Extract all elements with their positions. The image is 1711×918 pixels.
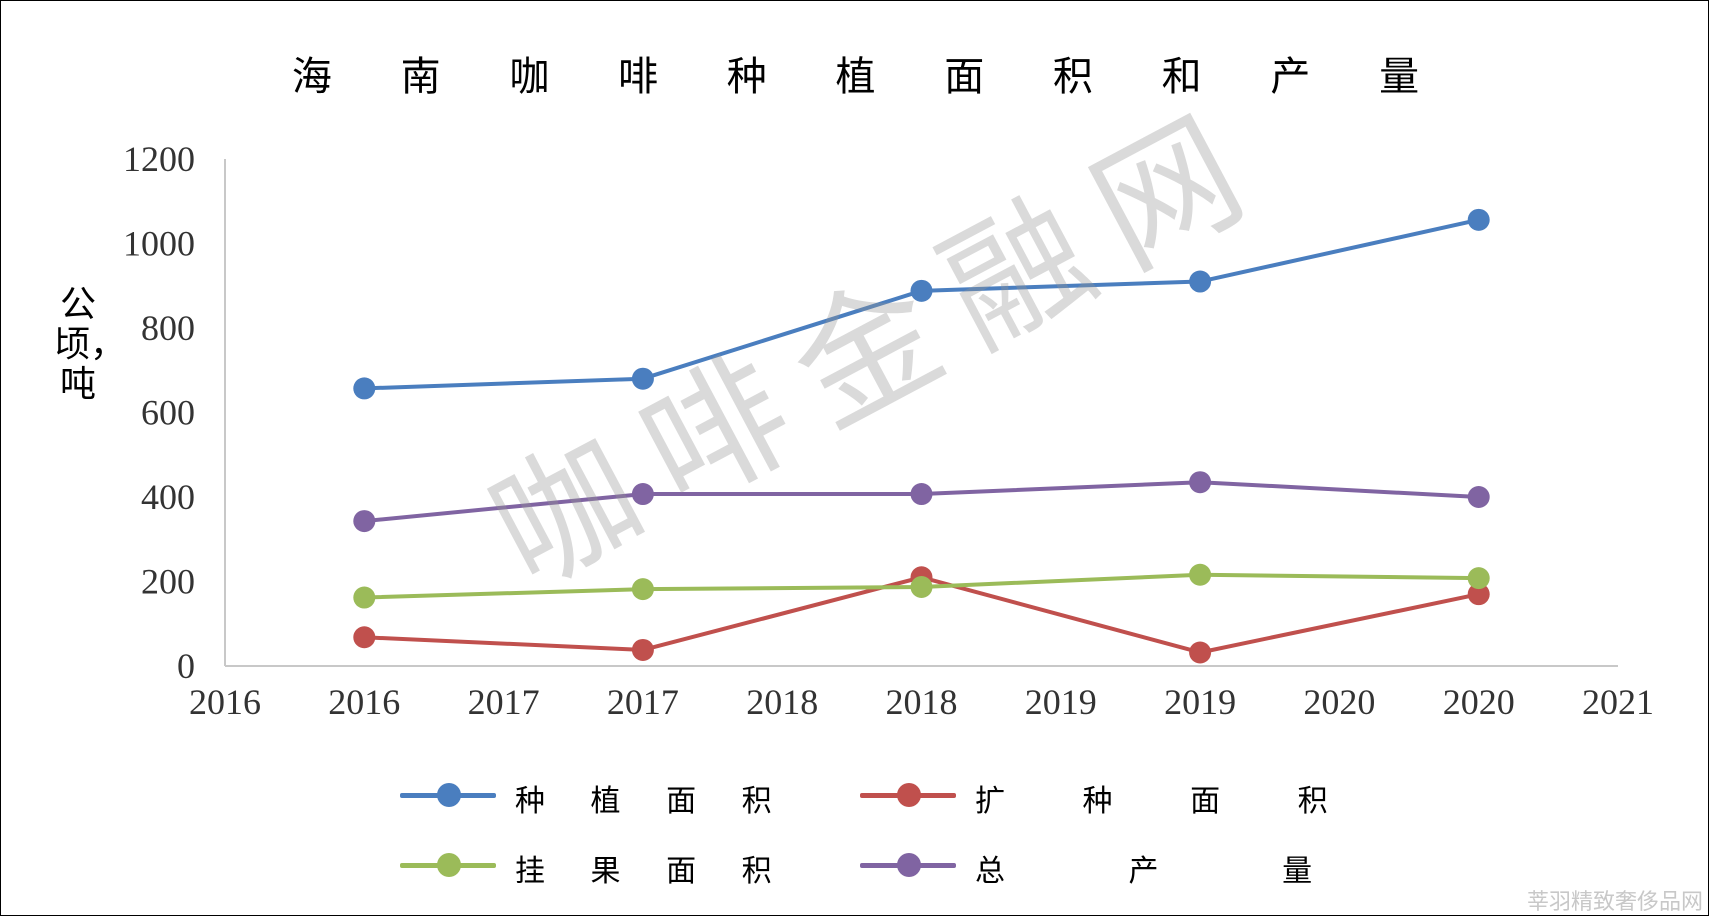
x-tick-label: 2021 <box>1582 682 1654 722</box>
x-tick-label: 2018 <box>886 682 958 722</box>
y-tick-label: 800 <box>141 308 195 348</box>
data-point-fruiting_area <box>1189 563 1212 586</box>
data-point-fruiting_area <box>353 586 376 609</box>
y-tick-label: 1000 <box>123 224 195 264</box>
data-point-total_output <box>1189 471 1212 494</box>
x-tick-label: 2017 <box>607 682 679 722</box>
legend-label: 种 植 面 积 <box>515 784 772 819</box>
data-point-expansion_area <box>1189 641 1212 664</box>
data-point-fruiting_area <box>910 575 933 598</box>
data-point-planted_area <box>353 377 376 400</box>
legend-label: 挂 果 面 积 <box>515 854 772 889</box>
y-tick-label: 0 <box>177 646 195 686</box>
footer-watermark: 莘羽精致奢侈品网 <box>1526 890 1703 915</box>
series-line-planted_area <box>364 217 1480 391</box>
data-point-total_output <box>631 483 654 506</box>
x-tick-label: 2019 <box>1164 682 1236 722</box>
legend: 种 植 面 积 扩 种 面 积 挂 果 面 积 总 产 量 <box>400 770 1360 890</box>
legend-label: 总 产 量 <box>975 854 1313 889</box>
data-point-planted_area <box>631 367 654 390</box>
x-tick-label: 2016 <box>328 682 400 722</box>
data-point-expansion_area <box>1467 583 1490 606</box>
data-point-planted_area <box>1189 270 1212 293</box>
chart-title: 海 南 咖 啡 种 植 面 积 和 产 量 <box>291 54 1420 100</box>
data-point-fruiting_area <box>631 578 654 601</box>
y-tick-label: 400 <box>141 477 195 517</box>
x-tick-label: 2019 <box>1025 682 1097 722</box>
y-tick-label: 600 <box>141 393 195 433</box>
y-tick-label: 1200 <box>123 139 195 179</box>
data-point-expansion_area <box>353 626 376 649</box>
data-point-fruiting_area <box>1467 567 1490 590</box>
legend-marker <box>897 853 921 877</box>
y-tick-label: 200 <box>141 562 195 602</box>
data-point-planted_area <box>910 279 933 302</box>
legend-marker <box>437 853 461 877</box>
x-tick-label: 2020 <box>1443 682 1515 722</box>
x-tick-label: 2016 <box>189 682 261 722</box>
legend-label: 扩 种 面 积 <box>975 784 1328 819</box>
data-point-total_output <box>910 483 933 506</box>
data-point-expansion_area <box>631 638 654 661</box>
x-tick-label: 2017 <box>468 682 540 722</box>
x-tick-label: 2018 <box>746 682 818 722</box>
data-point-total_output <box>353 510 376 533</box>
data-point-planted_area <box>1467 208 1490 231</box>
data-point-total_output <box>1467 486 1490 508</box>
x-tick-label: 2020 <box>1303 682 1375 722</box>
legend-marker <box>437 783 461 807</box>
legend-marker <box>897 783 921 807</box>
